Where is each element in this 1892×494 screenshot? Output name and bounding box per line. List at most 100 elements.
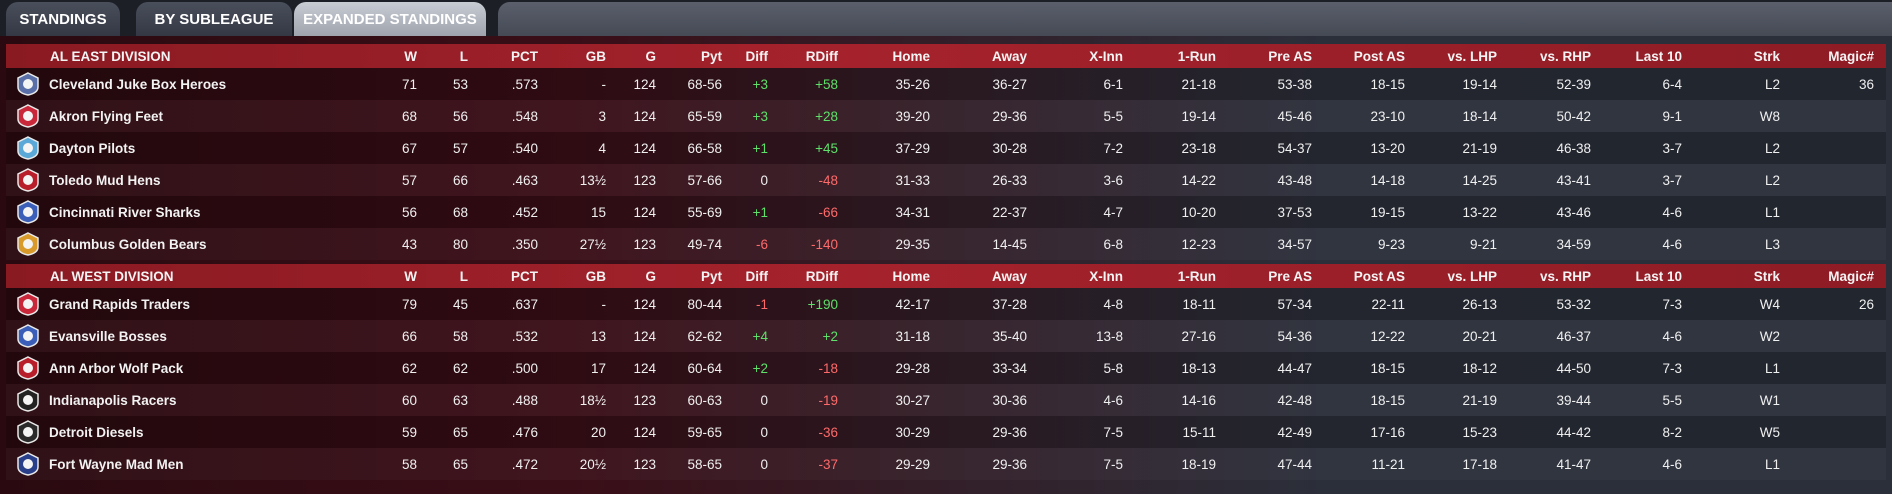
column-header-pre-as[interactable]: Pre AS (1268, 268, 1312, 284)
team-name[interactable]: Indianapolis Racers (49, 392, 177, 408)
column-header-pct[interactable]: PCT (511, 48, 538, 64)
column-header-last-10[interactable]: Last 10 (1635, 48, 1682, 64)
cell-away: 22-37 (992, 204, 1027, 220)
column-header-gb[interactable]: GB (585, 268, 606, 284)
column-header-vs-rhp[interactable]: vs. RHP (1539, 48, 1591, 64)
cell-last10: 8-2 (1662, 424, 1682, 440)
column-header-vs-lhp[interactable]: vs. LHP (1447, 48, 1497, 64)
cell-l: 63 (452, 392, 468, 408)
column-header-g[interactable]: G (645, 268, 656, 284)
column-header-w[interactable]: W (404, 48, 417, 64)
team-row[interactable]: Detroit Diesels 59 65 .476 20 124 59-65 0 -36 30-… (6, 416, 1886, 448)
column-header-1-run[interactable]: 1-Run (1177, 48, 1216, 64)
team-row[interactable]: Ann Arbor Wolf Pack 62 62 .500 17 124 60-64 +2 -… (6, 352, 1886, 384)
cell-vsrhp: 43-41 (1556, 172, 1591, 188)
cell-onerun: 18-19 (1181, 456, 1216, 472)
column-header-post-as[interactable]: Post AS (1353, 268, 1405, 284)
team-name[interactable]: Fort Wayne Mad Men (49, 456, 184, 472)
team-name[interactable]: Columbus Golden Bears (49, 236, 207, 252)
team-name[interactable]: Akron Flying Feet (49, 108, 164, 124)
cell-rdiff: +190 (807, 296, 838, 312)
column-header-post-as[interactable]: Post AS (1353, 48, 1405, 64)
cell-xinn: 6-8 (1103, 236, 1123, 252)
tab-by-subleague[interactable]: BY SUBLEAGUE (136, 2, 292, 36)
column-header-x-inn[interactable]: X-Inn (1089, 268, 1123, 284)
column-header-home[interactable]: Home (892, 268, 930, 284)
column-header-magic-[interactable]: Magic# (1828, 48, 1874, 64)
team-name[interactable]: Cincinnati River Sharks (49, 204, 201, 220)
cell-vslhp: 20-21 (1462, 328, 1497, 344)
cell-pct: .540 (511, 140, 538, 156)
cell-preas: 57-34 (1277, 296, 1312, 312)
team-row[interactable]: Grand Rapids Traders 79 45 .637 - 124 80-44 -1 +… (6, 288, 1886, 320)
column-header-gb[interactable]: GB (585, 48, 606, 64)
column-header-pre-as[interactable]: Pre AS (1268, 48, 1312, 64)
cell-strk: L1 (1764, 456, 1780, 472)
column-header-away[interactable]: Away (991, 48, 1027, 64)
cell-last10: 4-6 (1662, 456, 1682, 472)
team-name[interactable]: Cleveland Juke Box Heroes (49, 76, 227, 92)
evansville-logo-icon (17, 324, 39, 348)
cell-postas: 18-15 (1370, 76, 1405, 92)
team-row[interactable]: Columbus Golden Bears 43 80 .350 27½ 123 49-74… (6, 228, 1886, 260)
column-header-l[interactable]: L (459, 268, 468, 284)
column-header-vs-rhp[interactable]: vs. RHP (1539, 268, 1591, 284)
cell-magic: 26 (1858, 296, 1874, 312)
cell-away: 37-28 (992, 296, 1027, 312)
team-name[interactable]: Dayton Pilots (49, 140, 136, 156)
column-header-home[interactable]: Home (892, 48, 930, 64)
cell-pct: .548 (511, 108, 538, 124)
column-header-pyt[interactable]: Pyt (700, 48, 722, 64)
team-name[interactable]: Evansville Bosses (49, 328, 167, 344)
cell-w: 43 (401, 236, 417, 252)
column-header-away[interactable]: Away (991, 268, 1027, 284)
team-name[interactable]: Ann Arbor Wolf Pack (49, 360, 184, 376)
column-header-diff[interactable]: Diff (745, 48, 769, 64)
cell-home: 30-27 (895, 392, 930, 408)
cell-onerun: 15-11 (1182, 424, 1216, 440)
team-name[interactable]: Grand Rapids Traders (49, 296, 191, 312)
team-row[interactable]: Akron Flying Feet 68 56 .548 3 124 65-59 +3 +28 3… (6, 100, 1886, 132)
cincinnati-logo-icon (17, 200, 39, 224)
column-header-rdiff[interactable]: RDiff (805, 48, 838, 64)
team-row[interactable]: Cleveland Juke Box Heroes 71 53 .573 - 124 68-… (6, 68, 1886, 100)
column-header-magic-[interactable]: Magic# (1828, 268, 1874, 284)
tab-bar: STANDINGS BY SUBLEAGUE EXPANDED STANDING… (0, 0, 1892, 36)
team-row[interactable]: Evansville Bosses 66 58 .532 13 124 62-62 +4 +2 3… (6, 320, 1886, 352)
team-row[interactable]: Indianapolis Racers 60 63 .488 18½ 123 60-63 0 -… (6, 384, 1886, 416)
column-header-diff[interactable]: Diff (745, 268, 769, 284)
cell-w: 66 (401, 328, 417, 344)
cell-home: 34-31 (895, 204, 930, 220)
column-header-l[interactable]: L (459, 48, 468, 64)
column-header-pct[interactable]: PCT (511, 268, 538, 284)
cell-postas: 23-10 (1370, 108, 1405, 124)
tab-standings[interactable]: STANDINGS (6, 2, 120, 36)
cell-vsrhp: 53-32 (1556, 296, 1591, 312)
cell-home: 31-33 (895, 172, 930, 188)
column-header-pyt[interactable]: Pyt (700, 268, 722, 284)
team-row[interactable]: Cincinnati River Sharks 56 68 .452 15 124 55-6… (6, 196, 1886, 228)
column-header-rdiff[interactable]: RDiff (805, 268, 838, 284)
team-row[interactable]: Fort Wayne Mad Men 58 65 .472 20½ 123 58-65 0 -3… (6, 448, 1886, 480)
cell-xinn: 7-5 (1103, 424, 1123, 440)
column-header-strk[interactable]: Strk (1753, 268, 1780, 284)
column-header-vs-lhp[interactable]: vs. LHP (1447, 268, 1497, 284)
tab-expanded-standings[interactable]: EXPANDED STANDINGS (294, 2, 486, 36)
column-header-strk[interactable]: Strk (1753, 48, 1780, 64)
cell-xinn: 5-8 (1103, 360, 1123, 376)
cell-pct: .488 (511, 392, 538, 408)
team-row[interactable]: Toledo Mud Hens 57 66 .463 13½ 123 57-66 0 -48 31… (6, 164, 1886, 196)
team-name[interactable]: Toledo Mud Hens (49, 172, 161, 188)
team-row[interactable]: Dayton Pilots 67 57 .540 4 124 66-58 +1 +45 37-29… (6, 132, 1886, 164)
column-header-w[interactable]: W (404, 268, 417, 284)
cell-last10: 7-3 (1662, 360, 1682, 376)
column-header-last-10[interactable]: Last 10 (1635, 268, 1682, 284)
cell-onerun: 18-13 (1181, 360, 1216, 376)
cell-strk: L2 (1764, 76, 1780, 92)
cell-last10: 4-6 (1662, 204, 1682, 220)
cell-rdiff: +45 (815, 140, 838, 156)
team-name[interactable]: Detroit Diesels (49, 424, 144, 440)
column-header-1-run[interactable]: 1-Run (1177, 268, 1216, 284)
column-header-g[interactable]: G (645, 48, 656, 64)
column-header-x-inn[interactable]: X-Inn (1089, 48, 1123, 64)
